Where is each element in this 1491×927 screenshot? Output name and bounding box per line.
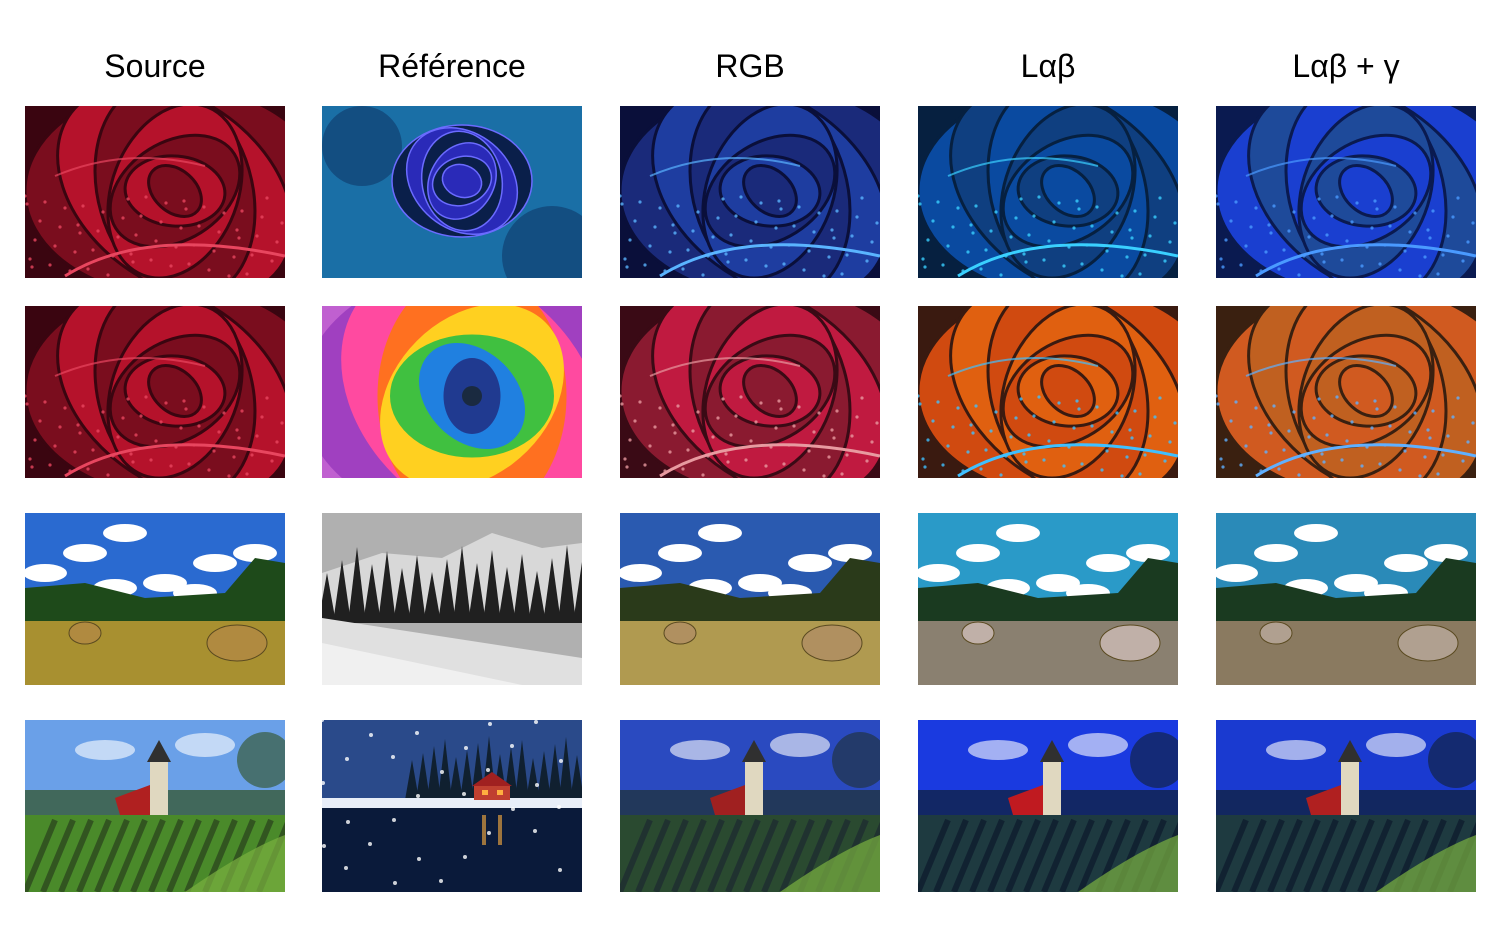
image-r1-c4-rainbow-rose	[1216, 306, 1476, 478]
image-r3-c3-village-vineyard	[918, 720, 1178, 892]
column-header-3: Lαβ	[1020, 48, 1076, 84]
image-r2-c0-hay-field	[25, 513, 285, 685]
field-picture	[620, 513, 880, 685]
winter-night-picture	[322, 720, 582, 892]
image-r1-c2-rainbow-rose	[620, 306, 880, 478]
rose-picture	[1216, 106, 1476, 278]
rose-picture	[25, 306, 285, 478]
rose-picture	[620, 106, 880, 278]
village-picture	[1216, 720, 1476, 892]
image-r1-c3-rainbow-rose	[918, 306, 1178, 478]
rose-picture	[1216, 306, 1476, 478]
field-picture	[918, 513, 1178, 685]
village-picture	[620, 720, 880, 892]
image-r2-c4-hay-field	[1216, 513, 1476, 685]
mountain-picture	[322, 513, 582, 685]
image-r2-c2-hay-field	[620, 513, 880, 685]
field-picture	[25, 513, 285, 685]
column-header-2: RGB	[715, 48, 785, 84]
field-picture	[1216, 513, 1476, 685]
image-r2-c3-hay-field	[918, 513, 1178, 685]
column-header-0: Source	[104, 48, 206, 84]
image-r1-c0-rainbow-rose	[25, 306, 285, 478]
column-header-1: Référence	[378, 48, 526, 84]
village-picture	[25, 720, 285, 892]
image-r3-c0-village-vineyard	[25, 720, 285, 892]
village-picture	[918, 720, 1178, 892]
image-r0-c0-red-rose	[25, 106, 285, 278]
rainbow-picture	[322, 306, 582, 478]
image-r0-c1-red-rose	[322, 106, 582, 278]
image-r1-c1-rainbow-rose	[322, 306, 582, 478]
image-r3-c2-village-vineyard	[620, 720, 880, 892]
image-r2-c1-hay-field	[322, 513, 582, 685]
column-header-4: Lαβ + γ	[1292, 48, 1400, 84]
rose-picture	[918, 106, 1178, 278]
rose-picture	[25, 106, 285, 278]
image-r0-c2-red-rose	[620, 106, 880, 278]
rose-small-picture	[322, 106, 582, 278]
rose-picture	[918, 306, 1178, 478]
image-r0-c4-red-rose	[1216, 106, 1476, 278]
image-r0-c3-red-rose	[918, 106, 1178, 278]
image-r3-c1-village-vineyard	[322, 720, 582, 892]
rose-picture	[620, 306, 880, 478]
image-r3-c4-village-vineyard	[1216, 720, 1476, 892]
